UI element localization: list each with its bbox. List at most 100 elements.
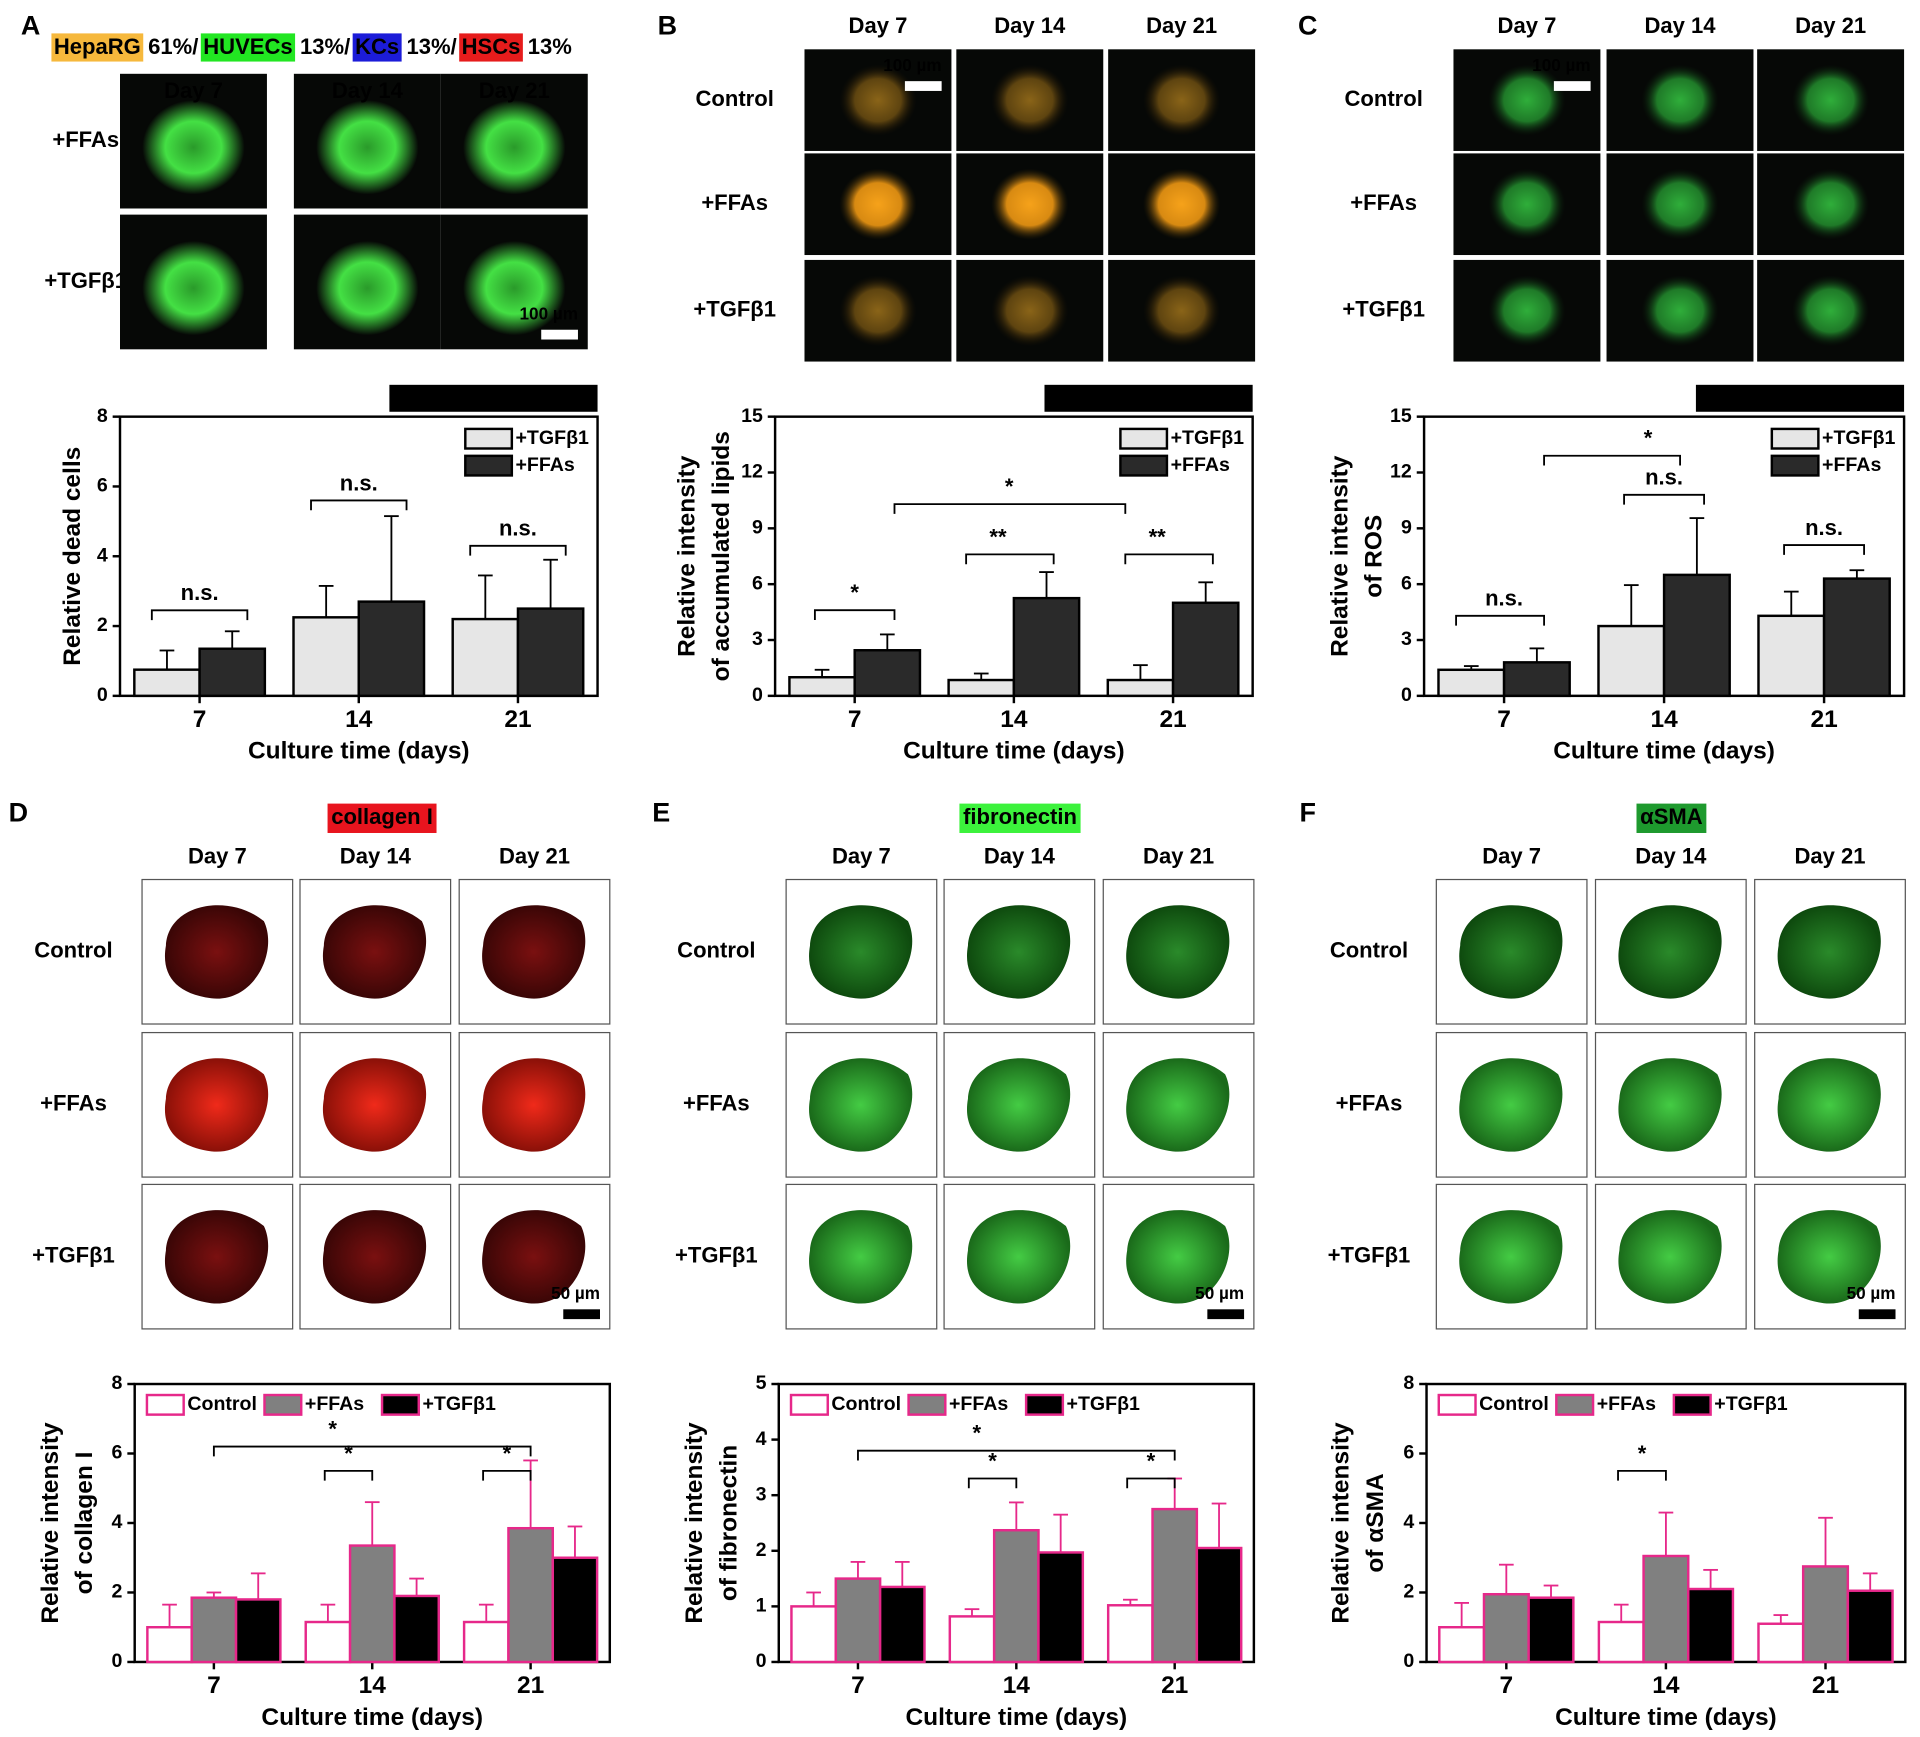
row-label: +FFAs [52,127,119,152]
y-tick-label: 12 [1390,461,1412,483]
panel-letter: D [9,798,28,828]
x-tick-label: 21 [1159,706,1186,733]
y-tick-label: 8 [97,405,108,427]
row-label: Control [677,938,755,963]
legend-swatch [1119,454,1169,477]
legend-label: +TGFβ1 [422,1393,496,1415]
matrix-render [1618,1210,1722,1304]
x-tick-label: 14 [1652,1672,1680,1699]
error-bar [1689,517,1705,575]
legend-label: +FFAs [1171,454,1230,476]
bar [1437,668,1506,698]
x-tick-label: 7 [207,1672,221,1699]
bar [1527,1596,1575,1664]
matrix-render [1459,905,1563,999]
error-bar [162,1603,177,1628]
legend-swatch [464,454,514,477]
row-label: +TGFβ1 [675,1242,758,1267]
stain-background [959,803,1081,833]
legend-label: Control [1479,1393,1549,1415]
bar [1482,1592,1530,1664]
error-bar [894,1560,910,1587]
y-tick-label: 6 [752,572,763,594]
y-tick-label: 8 [112,1372,123,1394]
significance-label: * [1147,1448,1156,1473]
scale-bar [1858,1309,1896,1320]
significance-bracket [150,609,249,621]
stain-label: αSMA [1640,804,1703,829]
chart-title: Relative to control [403,386,584,409]
y-axis-label: of accumulated lipids [708,431,735,681]
column-label: Day 7 [832,843,891,868]
error-bar [850,1560,866,1579]
legend-label: Control [187,1393,257,1415]
matrix-render [1126,1058,1230,1152]
scale-bar-label: 100 µm [1532,55,1590,75]
spheroid [839,64,917,136]
bar [1757,1622,1805,1664]
significance-bracket [310,499,408,511]
matrix-render [482,905,586,999]
scale-bar [541,329,578,340]
column-label: Day 7 [188,843,247,868]
x-tick-label: 14 [1003,1672,1031,1699]
column-label: Day 21 [1146,13,1217,38]
error-bar [879,633,895,651]
spheroid [1488,275,1566,347]
legend-swatch [380,1393,420,1416]
y-tick-label: 9 [752,517,763,539]
legend-label: +FFAs [1597,1393,1656,1415]
y-tick-label: 2 [97,614,108,636]
column-label: Day 7 [1482,843,1541,868]
y-tick-label: 6 [112,1442,123,1464]
matrix-render [322,1058,427,1152]
matrix-render [1618,905,1722,999]
x-axis-label: Culture time (days) [261,1704,483,1731]
x-axis-label: Culture time (days) [1555,1704,1777,1731]
legend-swatch [1672,1393,1712,1416]
cell-type: KCs [355,34,399,59]
error-bar [1039,571,1054,599]
y-tick-label: 4 [112,1511,123,1533]
matrix-render [164,1210,269,1304]
bar [462,1620,510,1664]
significance-bracket [1617,1469,1667,1481]
significance-label: n.s. [340,470,378,495]
spheroid [1641,64,1719,136]
column-label: Day 21 [499,843,570,868]
y-tick-label: 8 [1403,1372,1414,1394]
label-background [200,33,296,62]
x-tick-label: 21 [1812,1672,1839,1699]
bar [1597,624,1666,698]
y-tick-label: 4 [97,544,108,566]
legend-swatch [1024,1393,1065,1416]
error-bar [478,1603,494,1623]
row-label: +TGFβ1 [44,268,127,293]
matrix-render [966,1058,1071,1152]
panel-letter: F [1300,798,1316,828]
legend-swatch [907,1393,947,1416]
x-tick-label: 7 [193,706,207,733]
row-label: +FFAs [683,1091,750,1116]
row-label: Control [1330,938,1408,963]
x-tick-label: 14 [359,1672,387,1699]
matrix-render [809,1058,913,1152]
bar [1822,577,1891,698]
error-bar [1454,1601,1469,1628]
x-tick-label: 21 [504,706,531,733]
matrix-render [1126,905,1230,999]
error-bar [1463,665,1479,670]
bar [1151,1507,1199,1664]
bar [1642,1554,1690,1664]
row-label: +TGFβ1 [1342,297,1425,322]
scale-bar-label: 50 µm [1195,1283,1244,1303]
significance-bracket [857,1449,1176,1461]
panel-letter: B [658,10,677,40]
error-bar [318,585,334,618]
x-tick-label: 7 [1497,706,1511,733]
y-tick-label: 5 [756,1372,767,1394]
column-label: Day 7 [1498,13,1557,38]
error-bar [159,649,175,670]
error-bar [1783,590,1799,616]
error-bar [250,1572,266,1600]
